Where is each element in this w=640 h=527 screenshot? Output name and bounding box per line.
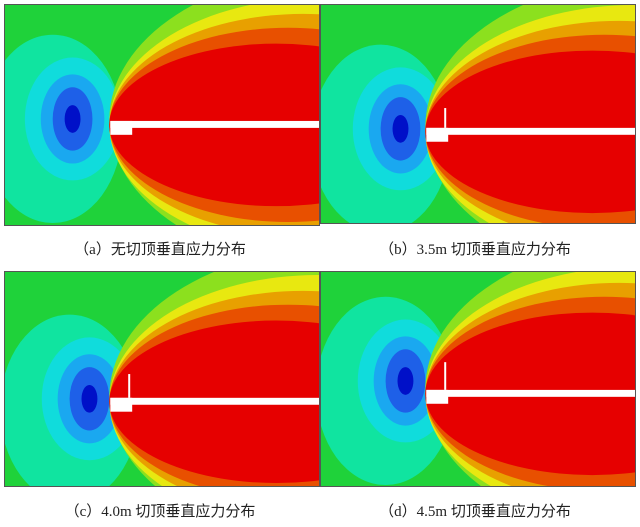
roof-cut-line xyxy=(444,108,447,128)
roadway-opening xyxy=(426,127,449,142)
roadway-opening xyxy=(110,397,133,412)
caption-c: （c）4.0m 切顶垂直应力分布 xyxy=(64,504,256,520)
low-stress-band xyxy=(392,114,409,143)
contour-plot-b xyxy=(320,4,636,224)
mined-out-opening xyxy=(426,127,635,135)
contour-plot-d xyxy=(320,271,636,487)
contour-plot-c xyxy=(4,271,320,487)
stress-contour-a xyxy=(5,5,319,225)
roof-cut-line xyxy=(128,374,131,398)
mined-out-opening xyxy=(110,120,319,128)
stress-contour-c xyxy=(5,272,319,486)
mined-out-opening xyxy=(110,397,319,405)
roadway-opening xyxy=(110,120,133,135)
caption-a: （a）无切顶垂直应力分布 xyxy=(74,242,246,258)
stress-contour-b xyxy=(321,5,635,223)
mined-out-opening xyxy=(426,389,635,397)
caption-b: （b）3.5m 切顶垂直应力分布 xyxy=(379,242,571,258)
stress-contour-d xyxy=(321,272,635,486)
low-stress-band xyxy=(81,384,98,413)
roadway-opening xyxy=(426,389,449,404)
low-stress-band xyxy=(397,367,414,395)
contour-plot-a xyxy=(4,4,320,226)
low-stress-band xyxy=(64,105,81,133)
roof-cut-line xyxy=(444,362,447,390)
caption-d: （d）4.5m 切顶垂直应力分布 xyxy=(379,504,571,520)
